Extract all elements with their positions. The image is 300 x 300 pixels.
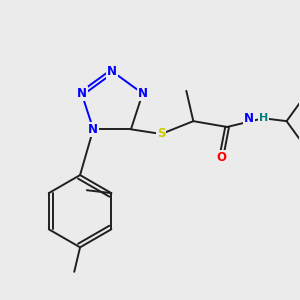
Text: H: H xyxy=(259,113,268,123)
Text: S: S xyxy=(157,128,166,140)
Text: N: N xyxy=(76,87,87,100)
Text: N: N xyxy=(88,123,98,136)
Text: N: N xyxy=(138,87,148,100)
Text: O: O xyxy=(216,151,226,164)
Text: N: N xyxy=(244,112,254,125)
Text: N: N xyxy=(107,65,117,78)
